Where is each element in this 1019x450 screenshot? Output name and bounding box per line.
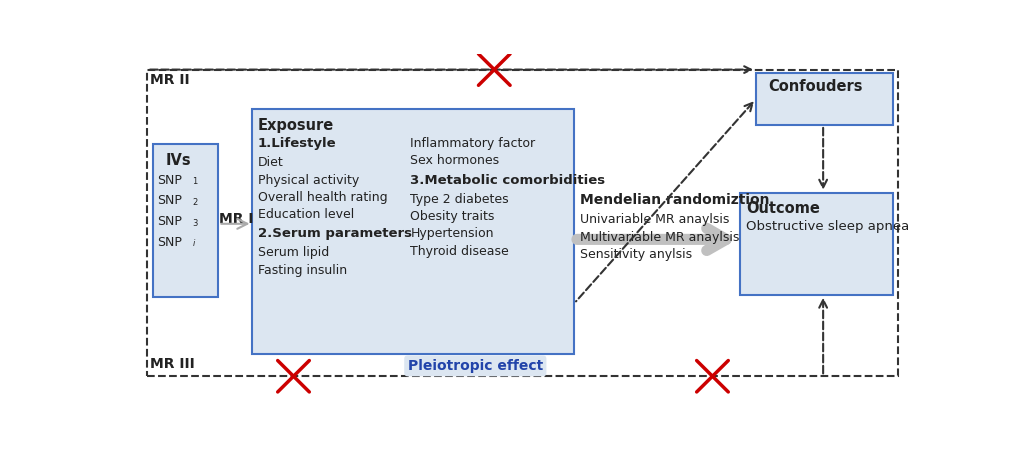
- Text: Type 2 diabetes: Type 2 diabetes: [410, 193, 508, 206]
- FancyBboxPatch shape: [153, 144, 218, 297]
- FancyArrowPatch shape: [577, 228, 726, 251]
- Text: Thyroid disease: Thyroid disease: [410, 245, 508, 257]
- Text: MR I: MR I: [219, 212, 254, 225]
- Text: Physical activity: Physical activity: [258, 174, 359, 187]
- Text: Diet: Diet: [258, 156, 283, 169]
- Text: SNP: SNP: [157, 215, 182, 228]
- FancyBboxPatch shape: [252, 109, 574, 354]
- Text: Serum lipid: Serum lipid: [258, 246, 329, 259]
- Text: Fasting insulin: Fasting insulin: [258, 264, 346, 277]
- Text: Hypertension: Hypertension: [410, 227, 493, 240]
- Text: Sex hormones: Sex hormones: [410, 154, 499, 167]
- Text: Overall health rating: Overall health rating: [258, 191, 387, 204]
- Text: Inflammatory factor: Inflammatory factor: [410, 137, 535, 150]
- Text: 2: 2: [193, 198, 198, 207]
- Text: Pleiotropic effect: Pleiotropic effect: [408, 359, 542, 373]
- Text: Exposure: Exposure: [258, 118, 334, 133]
- Text: 3: 3: [193, 219, 198, 228]
- Text: Education level: Education level: [258, 208, 354, 221]
- Text: 2.Serum parameters: 2.Serum parameters: [258, 227, 412, 240]
- Text: Univariable MR anaylsis: Univariable MR anaylsis: [579, 213, 729, 226]
- Text: Sensitivity anylsis: Sensitivity anylsis: [579, 248, 691, 261]
- Text: 1: 1: [193, 177, 198, 186]
- Text: SNP: SNP: [157, 236, 182, 249]
- Text: MR III: MR III: [150, 357, 195, 371]
- Text: Outcome: Outcome: [746, 201, 819, 216]
- FancyBboxPatch shape: [755, 73, 892, 125]
- Text: Multivariable MR anaylsis: Multivariable MR anaylsis: [579, 231, 739, 244]
- Text: Mendelian randomiztion: Mendelian randomiztion: [579, 193, 768, 207]
- Text: Confouders: Confouders: [767, 79, 861, 94]
- Text: MR II: MR II: [150, 73, 190, 87]
- Text: IVs: IVs: [165, 153, 191, 168]
- Text: Obstructive sleep apnea: Obstructive sleep apnea: [746, 220, 909, 233]
- FancyBboxPatch shape: [740, 193, 892, 295]
- Text: Obesity traits: Obesity traits: [410, 210, 494, 223]
- Text: 3.Metabolic comorbidities: 3.Metabolic comorbidities: [410, 174, 605, 187]
- Text: SNP: SNP: [157, 174, 182, 187]
- Text: 1.Lifestyle: 1.Lifestyle: [258, 137, 336, 150]
- Text: SNP: SNP: [157, 194, 182, 207]
- Text: i: i: [193, 239, 195, 248]
